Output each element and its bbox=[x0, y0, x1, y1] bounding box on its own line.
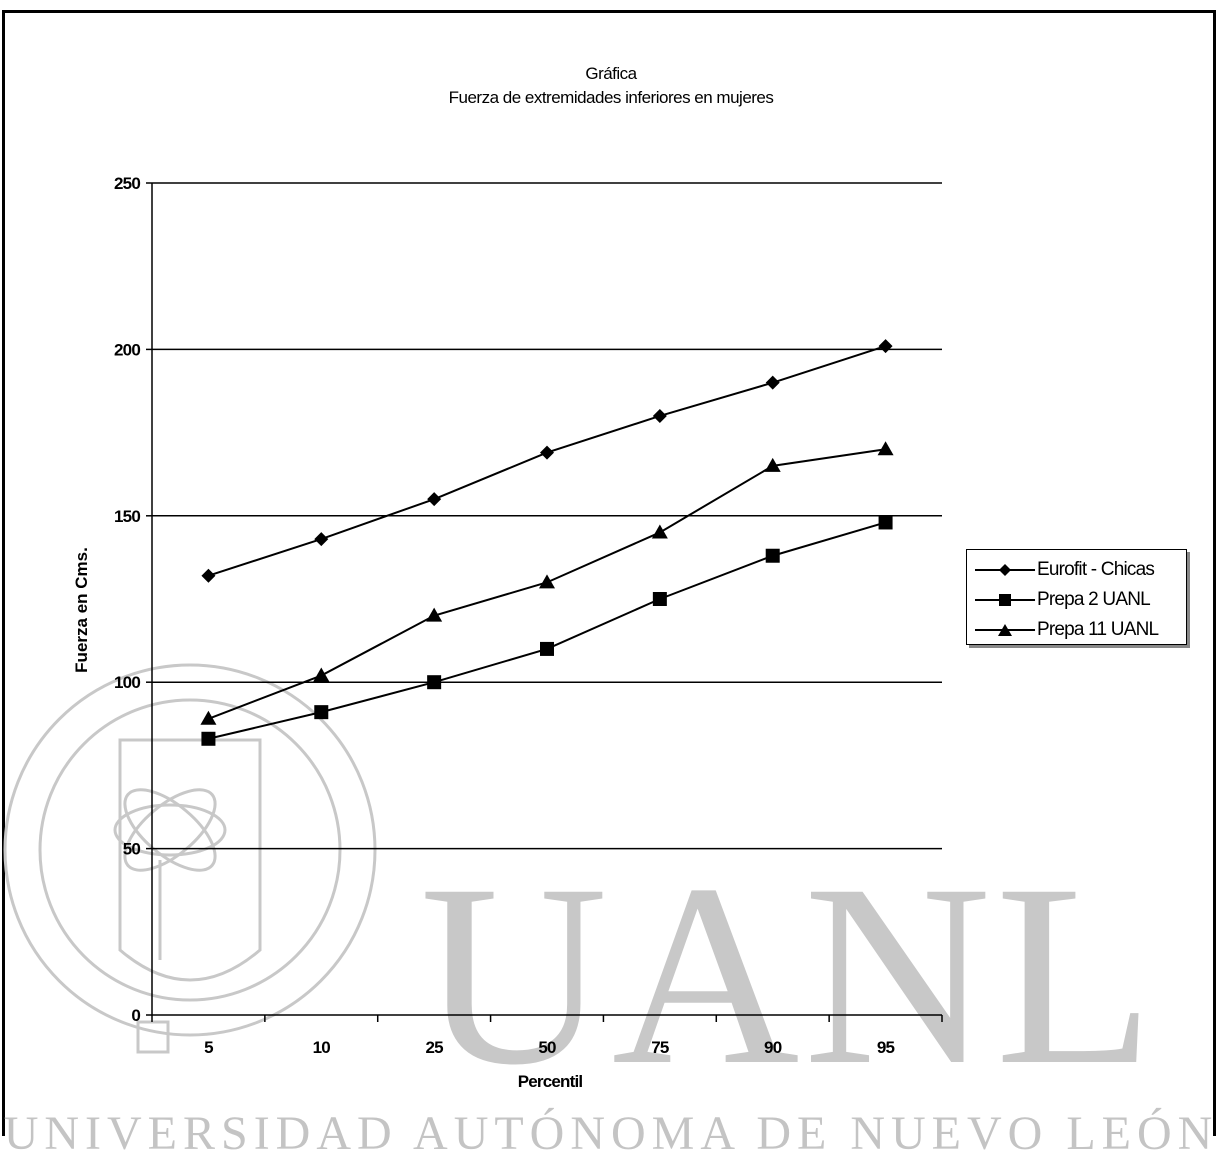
x-tick-label: 25 bbox=[425, 1038, 443, 1057]
chart-title-block: Gráfica Fuerza de extremidades inferiore… bbox=[0, 62, 1222, 110]
data-point-triangle bbox=[877, 441, 894, 456]
data-point-square bbox=[540, 641, 554, 656]
square-marker-icon bbox=[975, 594, 1035, 606]
y-tick-label: 250 bbox=[114, 174, 140, 193]
data-point-square bbox=[652, 592, 667, 606]
x-tick-label: 95 bbox=[877, 1038, 895, 1057]
legend-item-eurofit: Eurofit - Chicas bbox=[967, 556, 1186, 584]
data-point-triangle bbox=[313, 667, 330, 682]
x-tick-label: 10 bbox=[313, 1038, 331, 1057]
data-point-triangle bbox=[651, 524, 668, 539]
uanl-watermark: UANL bbox=[420, 831, 1159, 1119]
data-point-square bbox=[201, 731, 216, 746]
series-line bbox=[208, 345, 886, 577]
data-point-diamond bbox=[878, 339, 893, 354]
data-point-diamond bbox=[652, 408, 667, 423]
legend-label: Prepa 11 UANL bbox=[1037, 619, 1159, 640]
data-point-diamond bbox=[427, 492, 442, 507]
y-tick-label: 100 bbox=[114, 673, 140, 692]
data-point-diamond bbox=[201, 568, 216, 583]
data-point-diamond bbox=[540, 445, 554, 460]
data-point-triangle bbox=[426, 607, 443, 622]
x-tick-label: 5 bbox=[204, 1038, 213, 1057]
series-line bbox=[208, 521, 886, 740]
data-point-square bbox=[427, 675, 442, 690]
chart-legend: Eurofit - Chicas Prepa 2 UANL Prepa 11 U… bbox=[966, 549, 1187, 645]
legend-label: Eurofit - Chicas bbox=[1037, 559, 1155, 580]
y-tick-label: 150 bbox=[114, 507, 140, 526]
diamond-marker-icon bbox=[975, 564, 1035, 576]
x-tick-label: 75 bbox=[651, 1038, 669, 1057]
legend-item-prepa-2: Prepa 2 UANL bbox=[967, 586, 1186, 614]
y-tick-label: 0 bbox=[131, 1006, 140, 1025]
y-axis-label: Fuerza en Cms. bbox=[72, 547, 91, 673]
x-axis-label: Percentil bbox=[517, 1072, 583, 1091]
data-point-diamond bbox=[314, 532, 329, 547]
legend-item-prepa-11: Prepa 11 UANL bbox=[967, 616, 1186, 644]
data-point-triangle bbox=[764, 457, 781, 472]
chart-title: Gráfica bbox=[585, 64, 637, 83]
chart-subtitle: Fuerza de extremidades inferiores en muj… bbox=[448, 88, 774, 107]
legend-label: Prepa 2 UANL bbox=[1037, 589, 1151, 610]
data-point-square bbox=[314, 705, 329, 720]
data-point-square bbox=[765, 548, 780, 563]
data-point-diamond bbox=[765, 375, 780, 390]
y-tick-label: 50 bbox=[123, 840, 141, 859]
chart-frame bbox=[2, 10, 1216, 1136]
y-tick-label: 200 bbox=[114, 340, 140, 359]
triangle-marker-icon bbox=[975, 624, 1035, 636]
x-tick-label: 90 bbox=[764, 1038, 782, 1057]
data-point-triangle bbox=[539, 574, 555, 589]
data-point-triangle bbox=[200, 710, 217, 725]
data-point-square bbox=[878, 515, 893, 530]
x-tick-label: 50 bbox=[538, 1038, 556, 1057]
